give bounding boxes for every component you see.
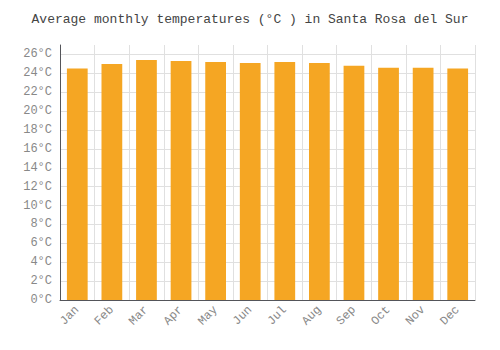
svg-text:4°C: 4°C	[30, 255, 52, 269]
svg-text:Average monthly temperatures (: Average monthly temperatures (°C ) in Sa…	[32, 12, 469, 27]
svg-text:24°C: 24°C	[23, 66, 52, 80]
svg-text:Apr: Apr	[161, 303, 186, 328]
svg-text:6°C: 6°C	[30, 236, 52, 250]
svg-text:Jul: Jul	[265, 303, 290, 328]
svg-text:Sep: Sep	[334, 303, 359, 328]
svg-text:8°C: 8°C	[30, 217, 52, 231]
svg-text:16°C: 16°C	[23, 142, 52, 156]
svg-text:Oct: Oct	[368, 303, 393, 328]
svg-text:14°C: 14°C	[23, 161, 52, 175]
svg-text:Jan: Jan	[57, 303, 82, 328]
svg-text:26°C: 26°C	[23, 47, 52, 61]
svg-text:20°C: 20°C	[23, 104, 52, 118]
svg-text:2°C: 2°C	[30, 274, 52, 288]
svg-text:22°C: 22°C	[23, 85, 52, 99]
svg-text:May: May	[195, 303, 220, 328]
svg-text:18°C: 18°C	[23, 123, 52, 137]
svg-text:Nov: Nov	[403, 303, 428, 328]
svg-text:Mar: Mar	[126, 303, 151, 328]
svg-text:10°C: 10°C	[23, 199, 52, 213]
svg-text:12°C: 12°C	[23, 180, 52, 194]
svg-text:Jun: Jun	[230, 303, 255, 328]
svg-text:Dec: Dec	[438, 303, 463, 328]
svg-text:Feb: Feb	[92, 303, 117, 328]
svg-text:Aug: Aug	[299, 303, 324, 328]
svg-text:0°C: 0°C	[30, 293, 52, 307]
